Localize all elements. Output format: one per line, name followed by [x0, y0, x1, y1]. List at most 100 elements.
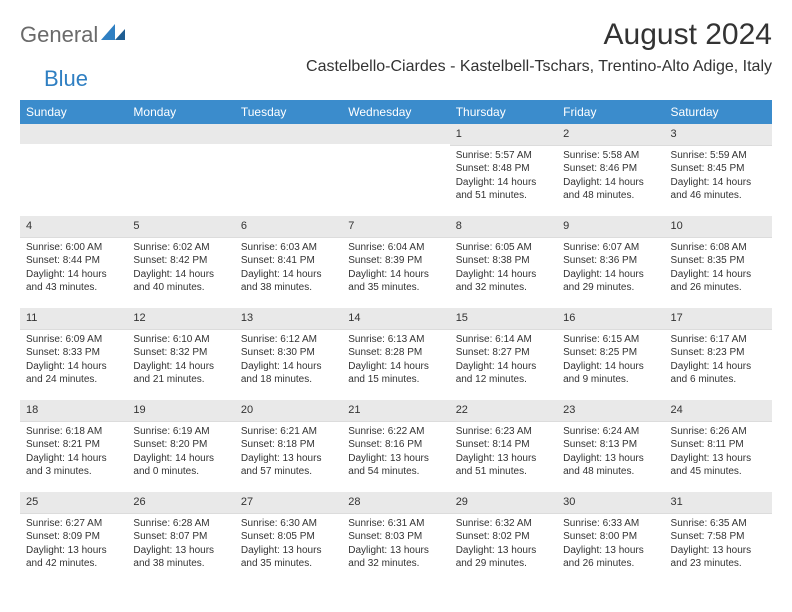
sunset-text: Sunset: 8:30 PM — [241, 346, 336, 360]
daylight-line2: and 54 minutes. — [348, 465, 443, 479]
sunset-text: Sunset: 8:16 PM — [348, 438, 443, 452]
daylight-line1: Daylight: 14 hours — [456, 360, 551, 374]
calendar-cell: 2Sunrise: 5:58 AMSunset: 8:46 PMDaylight… — [557, 124, 664, 216]
day-body: Sunrise: 6:31 AMSunset: 8:03 PMDaylight:… — [342, 514, 449, 575]
sunrise-text: Sunrise: 6:08 AM — [671, 241, 766, 255]
sunset-text: Sunset: 8:36 PM — [563, 254, 658, 268]
daylight-line1: Daylight: 14 hours — [563, 268, 658, 282]
day-body: Sunrise: 6:26 AMSunset: 8:11 PMDaylight:… — [665, 422, 772, 483]
daylight-line1: Daylight: 14 hours — [133, 360, 228, 374]
day-number: 2 — [557, 124, 664, 146]
calendar-cell: 20Sunrise: 6:21 AMSunset: 8:18 PMDayligh… — [235, 400, 342, 492]
calendar-week-row: 25Sunrise: 6:27 AMSunset: 8:09 PMDayligh… — [20, 492, 772, 584]
daylight-line1: Daylight: 14 hours — [348, 268, 443, 282]
day-body: Sunrise: 6:13 AMSunset: 8:28 PMDaylight:… — [342, 330, 449, 391]
sunset-text: Sunset: 8:28 PM — [348, 346, 443, 360]
daylight-line1: Daylight: 13 hours — [671, 452, 766, 466]
day-body: Sunrise: 6:35 AMSunset: 7:58 PMDaylight:… — [665, 514, 772, 575]
month-title: August 2024 — [306, 18, 772, 52]
calendar-table: Sunday Monday Tuesday Wednesday Thursday… — [20, 100, 772, 584]
calendar-cell: 1Sunrise: 5:57 AMSunset: 8:48 PMDaylight… — [450, 124, 557, 216]
calendar-cell: 21Sunrise: 6:22 AMSunset: 8:16 PMDayligh… — [342, 400, 449, 492]
sunrise-text: Sunrise: 6:19 AM — [133, 425, 228, 439]
sunrise-text: Sunrise: 6:09 AM — [26, 333, 121, 347]
sunset-text: Sunset: 8:44 PM — [26, 254, 121, 268]
day-number: 16 — [557, 308, 664, 330]
day-number: 5 — [127, 216, 234, 238]
daylight-line1: Daylight: 13 hours — [456, 452, 551, 466]
sunset-text: Sunset: 8:25 PM — [563, 346, 658, 360]
sunrise-text: Sunrise: 6:28 AM — [133, 517, 228, 531]
calendar-cell: 16 Sunrise: 6:15 AMSunset: 8:25 PMDayligh… — [557, 308, 664, 400]
day-body: Sunrise: 6:14 AMSunset: 8:27 PMDaylight:… — [450, 330, 557, 391]
daylight-line2: and 38 minutes. — [133, 557, 228, 571]
calendar-cell: 14Sunrise: 6:13 AMSunset: 8:28 PMDayligh… — [342, 308, 449, 400]
calendar-cell: 29Sunrise: 6:32 AMSunset: 8:02 PMDayligh… — [450, 492, 557, 584]
daylight-line1: Daylight: 14 hours — [671, 176, 766, 190]
daylight-line1: Daylight: 13 hours — [348, 452, 443, 466]
day-body: Sunrise: 6:09 AMSunset: 8:33 PMDaylight:… — [20, 330, 127, 391]
day-body: Sunrise: 5:59 AMSunset: 8:45 PMDaylight:… — [665, 146, 772, 207]
daylight-line1: Daylight: 14 hours — [133, 452, 228, 466]
day-number: 1 — [450, 124, 557, 146]
day-body: Sunrise: 6:30 AMSunset: 8:05 PMDaylight:… — [235, 514, 342, 575]
calendar-cell: 28Sunrise: 6:31 AMSunset: 8:03 PMDayligh… — [342, 492, 449, 584]
daylight-line1: Daylight: 14 hours — [456, 268, 551, 282]
day-number: 12 — [127, 308, 234, 330]
weekday-header: Sunday — [20, 100, 127, 124]
sunset-text: Sunset: 8:41 PM — [241, 254, 336, 268]
day-body: Sunrise: 6:17 AMSunset: 8:23 PMDaylight:… — [665, 330, 772, 391]
calendar-cell: 9Sunrise: 6:07 AMSunset: 8:36 PMDaylight… — [557, 216, 664, 308]
sunrise-text: Sunrise: 6:33 AM — [563, 517, 658, 531]
daylight-line2: and 29 minutes. — [563, 281, 658, 295]
calendar-cell: 31Sunrise: 6:35 AMSunset: 7:58 PMDayligh… — [665, 492, 772, 584]
day-number: 13 — [235, 308, 342, 330]
daylight-line1: Daylight: 14 hours — [563, 360, 658, 374]
sunrise-text: Sunrise: 6:15 AM — [563, 333, 658, 347]
day-number: 25 — [20, 492, 127, 514]
day-number: 4 — [20, 216, 127, 238]
day-number: 8 — [450, 216, 557, 238]
brand-triangle-icon — [101, 22, 125, 45]
daylight-line2: and 45 minutes. — [671, 465, 766, 479]
sunrise-text: Sunrise: 6:02 AM — [133, 241, 228, 255]
day-body: Sunrise: 6:21 AMSunset: 8:18 PMDaylight:… — [235, 422, 342, 483]
sunset-text: Sunset: 8:02 PM — [456, 530, 551, 544]
sunrise-text: Sunrise: 6:05 AM — [456, 241, 551, 255]
daylight-line2: and 24 minutes. — [26, 373, 121, 387]
weekday-header: Tuesday — [235, 100, 342, 124]
daylight-line2: and 23 minutes. — [671, 557, 766, 571]
daylight-line2: and 51 minutes. — [456, 465, 551, 479]
sunrise-text: Sunrise: 6:26 AM — [671, 425, 766, 439]
sunset-text: Sunset: 8:46 PM — [563, 162, 658, 176]
day-number: 31 — [665, 492, 772, 514]
daylight-line2: and 42 minutes. — [26, 557, 121, 571]
daylight-line2: and 12 minutes. — [456, 373, 551, 387]
calendar-cell — [342, 124, 449, 216]
day-number: 19 — [127, 400, 234, 422]
sunrise-text: Sunrise: 5:57 AM — [456, 149, 551, 163]
empty-day-header — [235, 124, 342, 144]
daylight-line1: Daylight: 14 hours — [133, 268, 228, 282]
calendar-cell: 7Sunrise: 6:04 AMSunset: 8:39 PMDaylight… — [342, 216, 449, 308]
daylight-line2: and 15 minutes. — [348, 373, 443, 387]
sunrise-text: Sunrise: 6:04 AM — [348, 241, 443, 255]
sunset-text: Sunset: 8:38 PM — [456, 254, 551, 268]
day-number: 14 — [342, 308, 449, 330]
daylight-line2: and 26 minutes. — [563, 557, 658, 571]
calendar-cell: 23Sunrise: 6:24 AMSunset: 8:13 PMDayligh… — [557, 400, 664, 492]
daylight-line1: Daylight: 14 hours — [26, 360, 121, 374]
daylight-line1: Daylight: 13 hours — [26, 544, 121, 558]
sunrise-text: Sunrise: 6:23 AM — [456, 425, 551, 439]
calendar-cell: 11Sunrise: 6:09 AMSunset: 8:33 PMDayligh… — [20, 308, 127, 400]
sunset-text: Sunset: 8:03 PM — [348, 530, 443, 544]
daylight-line1: Daylight: 14 hours — [26, 452, 121, 466]
calendar-cell: 10Sunrise: 6:08 AMSunset: 8:35 PMDayligh… — [665, 216, 772, 308]
calendar-cell: 5Sunrise: 6:02 AMSunset: 8:42 PMDaylight… — [127, 216, 234, 308]
daylight-line2: and 32 minutes. — [456, 281, 551, 295]
calendar-cell: 3Sunrise: 5:59 AMSunset: 8:45 PMDaylight… — [665, 124, 772, 216]
sunset-text: Sunset: 8:35 PM — [671, 254, 766, 268]
day-body: Sunrise: 6:05 AMSunset: 8:38 PMDaylight:… — [450, 238, 557, 299]
day-number: 11 — [20, 308, 127, 330]
day-number: 22 — [450, 400, 557, 422]
